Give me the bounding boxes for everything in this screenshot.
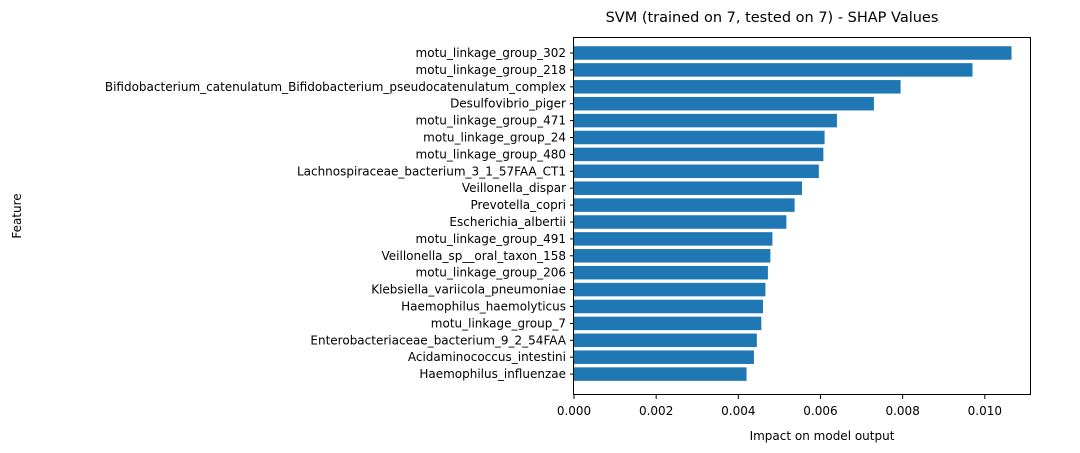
bar	[574, 265, 768, 280]
bar	[574, 181, 802, 195]
y-tick-label: motu_linkage_group_302	[416, 46, 566, 60]
bar	[574, 333, 757, 348]
x-axis-ticks: 0.000 0.002 0.004 0.006 0.008 0.010	[557, 395, 1002, 418]
y-tick-label: motu_linkage_group_24	[423, 131, 566, 145]
bar	[574, 282, 766, 297]
y-tick-label: Haemophilus_haemolyticus	[401, 300, 566, 314]
bar	[574, 164, 819, 179]
y-tick-label: Enterobacteriaceae_bacterium_9_2_54FAA	[310, 333, 566, 347]
y-tick-label: motu_linkage_group_471	[416, 114, 566, 128]
y-tick-label: Klebsiella_variicola_pneumoniae	[371, 283, 566, 297]
bar	[574, 299, 763, 314]
x-tick-label: 0.008	[885, 404, 919, 418]
x-tick-label: 0.010	[968, 404, 1002, 418]
y-tick-label: motu_linkage_group_7	[431, 316, 566, 330]
bar	[574, 113, 837, 128]
y-tick-label: motu_linkage_group_206	[416, 266, 566, 280]
chart-title: SVM (trained on 7, tested on 7) - SHAP V…	[606, 10, 939, 26]
y-axis-label: Feature	[10, 193, 24, 238]
y-tick-label: Veillonella_dispar	[462, 181, 566, 195]
bar	[574, 63, 973, 77]
bar	[574, 232, 773, 246]
bar	[574, 46, 1012, 60]
bar	[574, 215, 787, 229]
y-tick-label: motu_linkage_group_480	[416, 147, 566, 161]
y-tick-label: Escherichia_albertii	[449, 215, 566, 229]
x-axis-label: Impact on model output	[750, 429, 895, 443]
bar	[574, 198, 795, 212]
bar	[574, 316, 762, 331]
bar	[574, 130, 825, 145]
y-tick-label: Acidaminococcus_intestini	[408, 350, 566, 364]
x-tick-label: 0.004	[721, 404, 755, 418]
bar	[574, 249, 771, 263]
y-tick-label: Desulfovibrio_piger	[450, 97, 566, 111]
bar	[574, 96, 874, 111]
y-tick-label: Prevotella_copri	[471, 198, 566, 212]
y-tick-label: Haemophilus_influenzae	[419, 367, 566, 381]
y-tick-label: motu_linkage_group_218	[416, 63, 566, 77]
y-tick-label: Bifidobacterium_catenulatum_Bifidobacter…	[105, 80, 566, 94]
y-tick-label: Lachnospiraceae_bacterium_3_1_57FAA_CT1	[297, 164, 566, 178]
bars-group	[574, 46, 1012, 381]
y-axis-ticks: motu_linkage_group_302 motu_linkage_group…	[105, 46, 574, 381]
x-tick-label: 0.000	[557, 404, 591, 418]
bar	[574, 350, 754, 364]
x-tick-label: 0.006	[803, 404, 837, 418]
bar	[574, 80, 901, 94]
bar	[574, 367, 747, 381]
y-tick-label: motu_linkage_group_491	[416, 232, 566, 246]
x-tick-label: 0.002	[639, 404, 673, 418]
y-tick-label: Veillonella_sp__oral_taxon_158	[382, 249, 567, 263]
bar	[574, 147, 824, 162]
plot-frame	[573, 37, 1031, 395]
